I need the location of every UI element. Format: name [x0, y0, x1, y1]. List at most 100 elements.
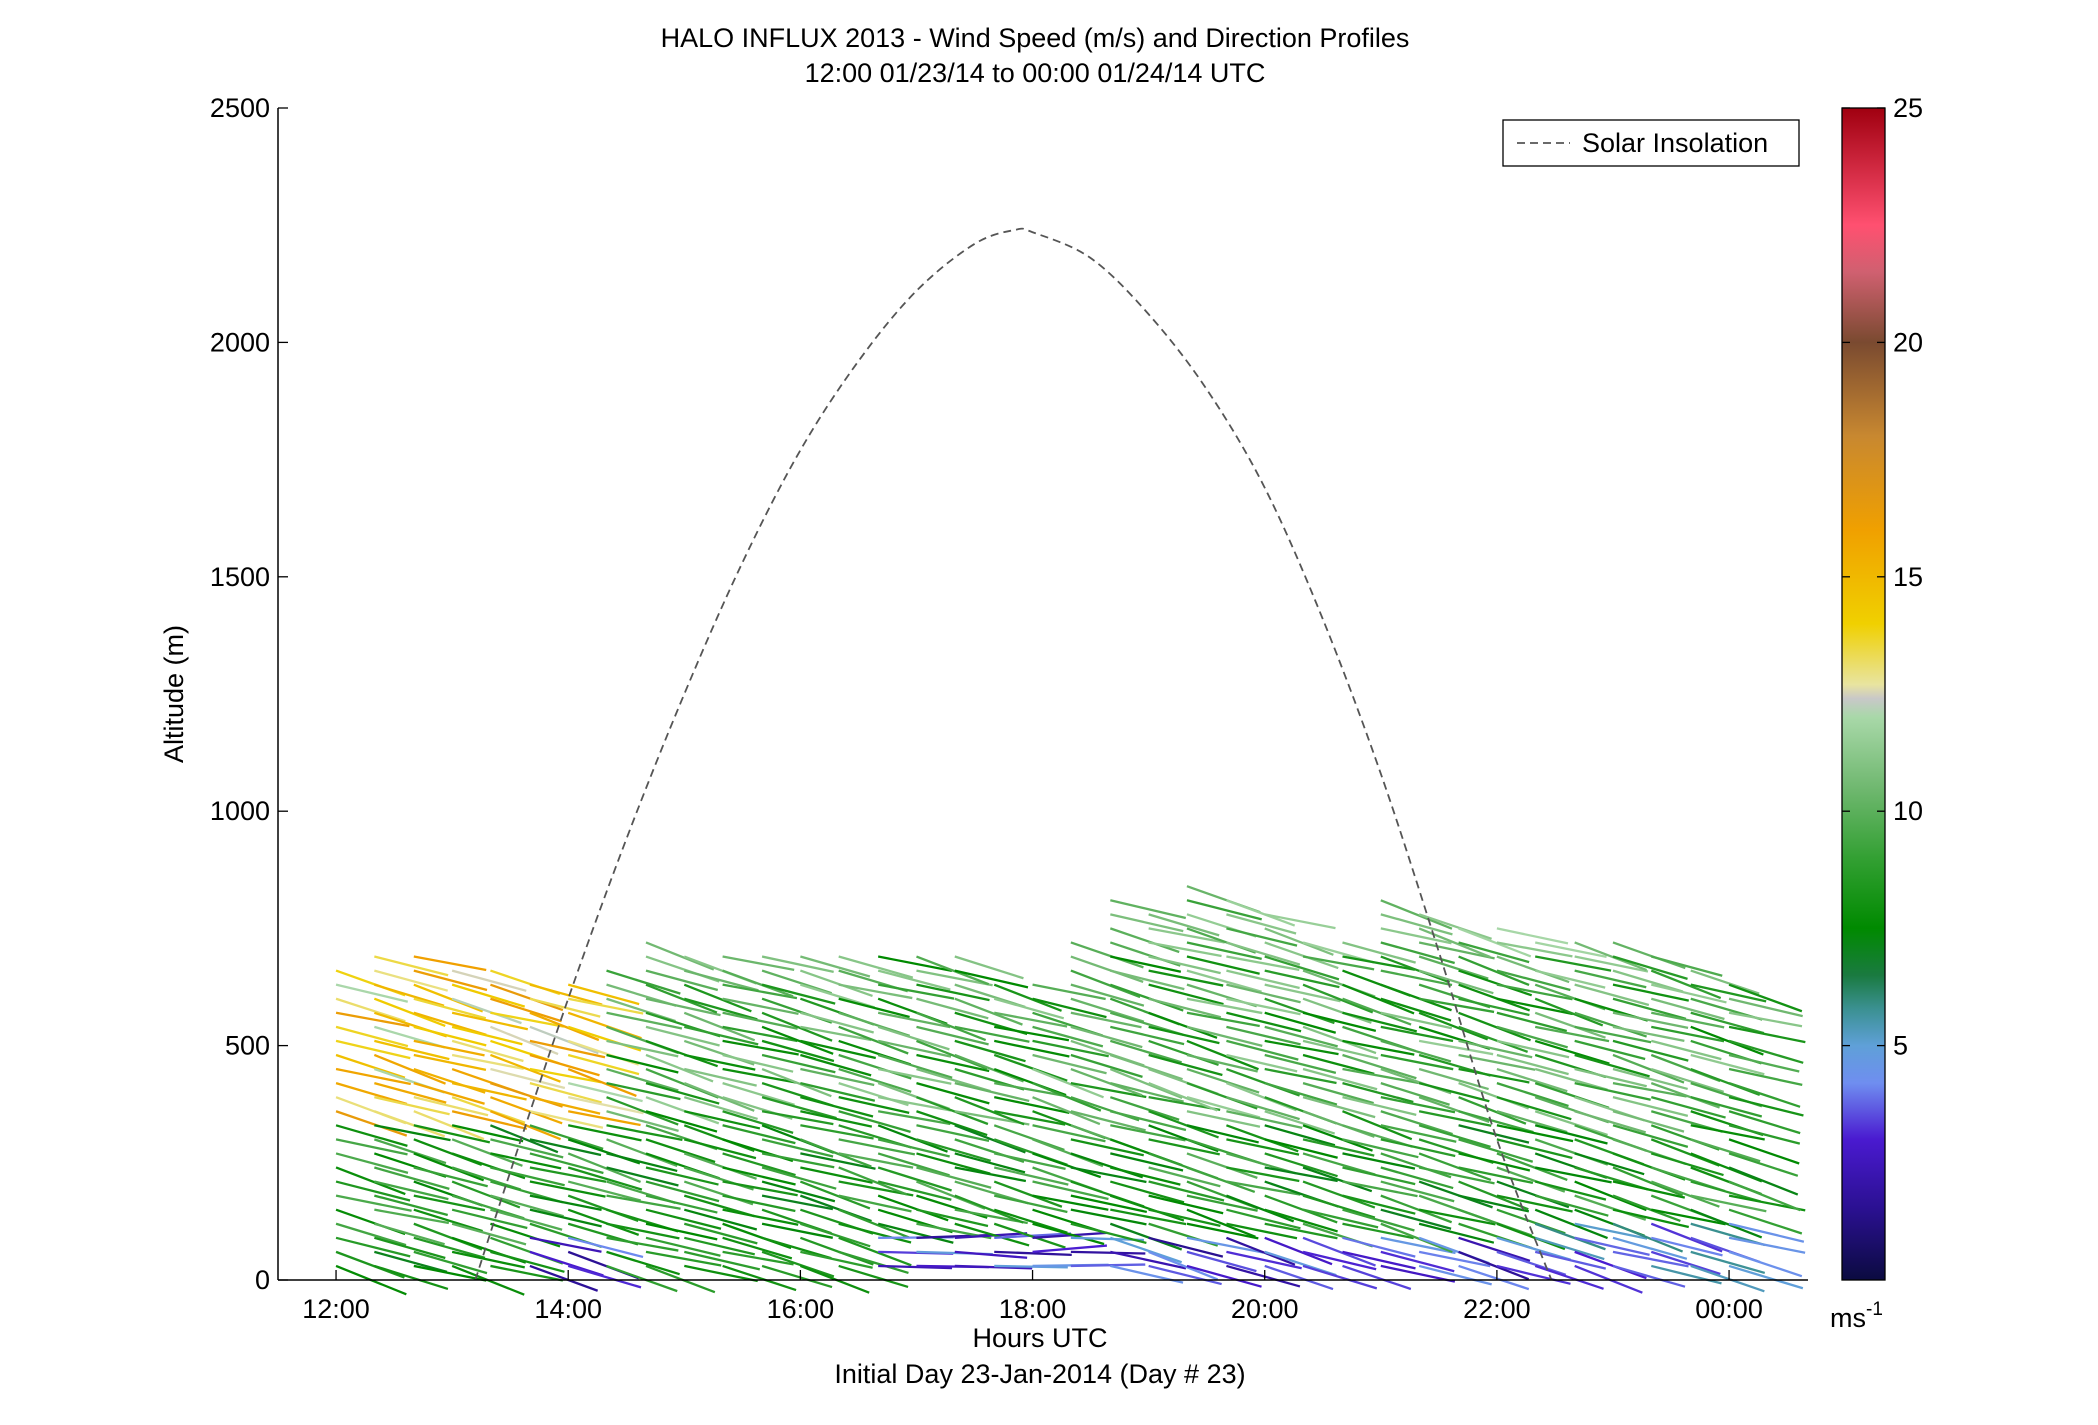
wind-barb [838, 1208, 910, 1239]
wind-barb [1418, 1096, 1490, 1123]
wind-barb [1226, 1096, 1300, 1121]
wind-barb [374, 1081, 447, 1104]
wind-barb [1496, 1096, 1572, 1121]
solar-insolation-line [474, 227, 1553, 1281]
wind-barb [1574, 1180, 1647, 1212]
wind-barb [1302, 1025, 1377, 1055]
wind-barb [1574, 1250, 1647, 1280]
wind-barb [1612, 1081, 1687, 1098]
wind-barb [1070, 1081, 1147, 1099]
wind-barb [1651, 1011, 1725, 1029]
wind-barb [1264, 997, 1335, 1025]
wind-barb [1534, 955, 1612, 972]
wind-barb [1264, 1082, 1338, 1106]
wind-barb [529, 1096, 601, 1115]
wind-barb [993, 1194, 1068, 1214]
wind-barb [1612, 1039, 1689, 1062]
wind-barb [451, 1053, 524, 1071]
wind-barb [1226, 1250, 1302, 1270]
wind-barb [877, 955, 953, 972]
wind-barb [916, 1011, 987, 1042]
wind-barb [1534, 1208, 1608, 1240]
wind-barb [1418, 1180, 1493, 1209]
wind-barb [1534, 969, 1606, 989]
wind-barb [645, 969, 719, 992]
wind-barb [1458, 983, 1531, 1012]
wind-barb [1070, 1194, 1148, 1214]
wind-barb [1110, 969, 1185, 991]
wind-barb [1690, 983, 1767, 1003]
wind-barb [1496, 1025, 1568, 1049]
wind-barb [1534, 1250, 1607, 1270]
wind-barb [994, 1152, 1066, 1171]
wind-barb [1264, 1222, 1338, 1240]
wind-barb [1496, 1236, 1571, 1261]
wind-barb [1458, 1138, 1534, 1163]
wind-barb [1728, 1110, 1801, 1135]
wind-barb [451, 1194, 525, 1220]
wind-barb [1264, 1166, 1338, 1183]
wind-barb [1148, 1194, 1224, 1215]
wind-barb [490, 1166, 565, 1187]
wind-barb [645, 997, 721, 1017]
wind-barb [722, 1067, 797, 1084]
wind-barb [1302, 1194, 1376, 1219]
wind-barb [838, 1110, 911, 1133]
wind-barb [1264, 983, 1341, 1003]
wind-barb [1574, 1110, 1647, 1134]
wind-barb [1342, 955, 1416, 971]
wind-barb [1612, 1222, 1684, 1253]
wind-barb [1302, 955, 1375, 971]
wind-barb [1070, 983, 1145, 1007]
wind-barb [1380, 899, 1453, 930]
wind-barb [606, 1081, 681, 1101]
wind-barb [1226, 1138, 1300, 1156]
wind-barb [1226, 969, 1300, 990]
wind-barb [722, 1152, 796, 1177]
wind-barb [1186, 1236, 1264, 1254]
wind-barb [1380, 1180, 1455, 1203]
wind-barb [1728, 1138, 1800, 1165]
wind-barb [1032, 1138, 1104, 1168]
wind-barb [761, 1025, 834, 1055]
wind-barb [1032, 997, 1107, 1019]
wind-barb [1651, 1236, 1723, 1257]
wind-barb [1302, 1124, 1373, 1152]
wind-barb [1226, 1208, 1301, 1230]
wind-barb [1148, 1053, 1223, 1077]
wind-barb [335, 1222, 407, 1247]
chart-title: HALO INFLUX 2013 - Wind Speed (m/s) and … [661, 23, 1410, 53]
wind-barb [1496, 1152, 1568, 1182]
wind-barb [1380, 1039, 1452, 1063]
wind-barb [451, 1138, 523, 1167]
wind-barb [606, 1053, 679, 1074]
wind-barb [1110, 1152, 1184, 1172]
wind-barb [1226, 997, 1301, 1016]
wind-barb [1534, 1067, 1608, 1091]
wind-barb [761, 1222, 833, 1239]
wind-barb [1380, 983, 1452, 1012]
wind-barb [877, 1110, 951, 1126]
wind-barb [761, 1110, 834, 1126]
wind-barb [799, 1236, 874, 1266]
wind-barb [1612, 1124, 1689, 1149]
wind-barb [954, 1166, 1027, 1183]
wind-barb [1496, 997, 1573, 1016]
wind-barb [1458, 1124, 1530, 1144]
wind-barb [1380, 1082, 1450, 1106]
wind-barb [1148, 1011, 1218, 1039]
wind-barb [374, 1264, 449, 1291]
wind-barb [1109, 1194, 1185, 1222]
wind-barb [761, 1166, 837, 1190]
wind-barb [1651, 1208, 1726, 1226]
wind-barb [490, 1067, 566, 1090]
wind-barb [490, 983, 564, 1012]
wind-barb [606, 1222, 680, 1240]
wind-barb [1651, 1025, 1725, 1043]
colorbar-unit-exponent: -1 [1866, 1299, 1883, 1320]
wind-barb [413, 1208, 483, 1233]
wind-barb [916, 983, 990, 1002]
wind-barb [761, 1011, 833, 1042]
wind-barb [1612, 1011, 1689, 1029]
